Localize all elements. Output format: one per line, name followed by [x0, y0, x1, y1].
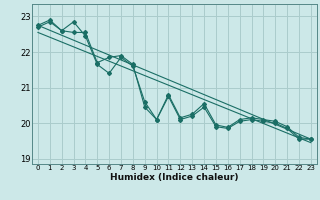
X-axis label: Humidex (Indice chaleur): Humidex (Indice chaleur) [110, 173, 239, 182]
